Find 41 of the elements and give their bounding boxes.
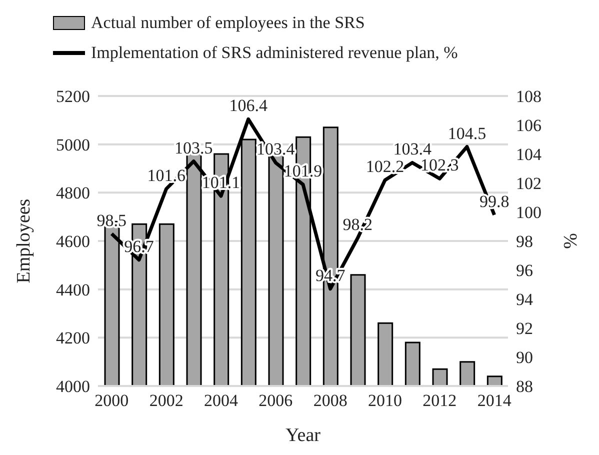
y2-tick-label: 98 bbox=[516, 232, 533, 252]
y2-tick-label: 96 bbox=[516, 261, 533, 280]
x-tick-label: 2010 bbox=[368, 391, 402, 410]
y2-tick-label: 90 bbox=[516, 348, 533, 368]
y2-axis-title: % bbox=[560, 232, 582, 249]
x-tick-label: 2014 bbox=[477, 391, 512, 410]
data-label: 103.5 bbox=[174, 138, 213, 158]
data-label: 102.2 bbox=[366, 157, 404, 176]
y2-tick-label: 94 bbox=[516, 290, 534, 310]
data-label: 94.7 bbox=[315, 266, 346, 285]
x-tick-label: 2004 bbox=[204, 391, 238, 410]
y2-tick-label: 108 bbox=[516, 87, 542, 106]
x-tick-label: 2012 bbox=[422, 391, 457, 410]
y-tick-label: 4400 bbox=[56, 280, 90, 300]
y-tick-label: 4800 bbox=[56, 184, 90, 203]
y2-tick-label: 100 bbox=[516, 203, 542, 222]
x-tick-label: 2008 bbox=[313, 391, 348, 410]
data-label: 103.4 bbox=[393, 140, 432, 159]
legend-label: Implementation of SRS administered revenue plan, % bbox=[91, 43, 458, 63]
data-label: 101.9 bbox=[284, 161, 322, 180]
y2-tick-label: 88 bbox=[516, 377, 533, 396]
data-label: 98.5 bbox=[96, 210, 127, 230]
x-tick-label: 2006 bbox=[258, 391, 293, 410]
y-tick-label: 5200 bbox=[56, 87, 90, 106]
y2-tick-label: 102 bbox=[516, 174, 542, 194]
y-tick-label: 4600 bbox=[56, 232, 90, 252]
data-label: 101.1 bbox=[202, 173, 240, 192]
y-axis-title: Employees bbox=[14, 198, 35, 284]
y-tick-label: 4200 bbox=[56, 328, 90, 348]
y-tick-label: 4000 bbox=[56, 377, 90, 396]
data-label: 96.7 bbox=[124, 236, 154, 256]
x-tick-label: 2002 bbox=[149, 391, 184, 410]
legend-label: Actual number of employees in the SRS bbox=[91, 13, 365, 33]
x-axis-title: Year bbox=[285, 425, 322, 446]
y2-tick-label: 104 bbox=[516, 145, 542, 164]
data-label: 104.5 bbox=[448, 124, 486, 143]
y-tick-label: 5000 bbox=[56, 135, 90, 154]
data-label: 106.4 bbox=[229, 96, 268, 116]
y2-tick-label: 92 bbox=[516, 319, 533, 338]
y2-tick-label: 106 bbox=[516, 116, 542, 136]
x-tick-label: 2000 bbox=[94, 391, 129, 410]
